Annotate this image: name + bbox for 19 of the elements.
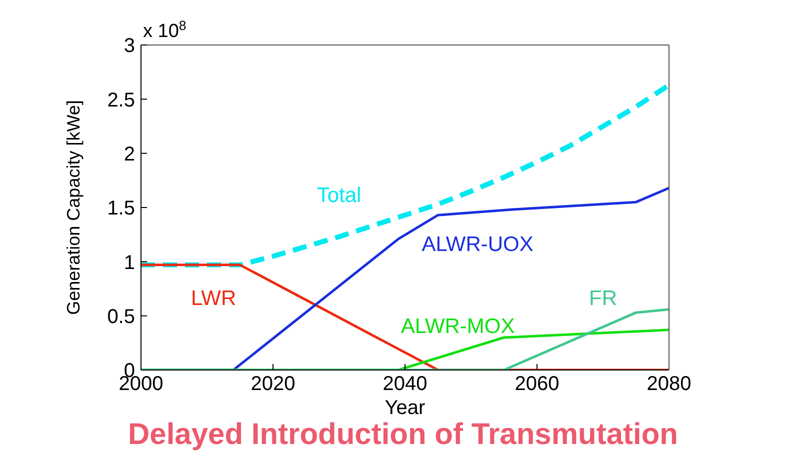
y-tick-label: 0.5 bbox=[107, 306, 135, 328]
x-tick-label: 2060 bbox=[514, 373, 560, 396]
series-label: FR bbox=[589, 287, 617, 310]
series-label: LWR bbox=[191, 287, 236, 310]
y-tick-label: 2.5 bbox=[107, 89, 135, 112]
series-label: ALWR-UOX bbox=[422, 232, 534, 256]
series-label: Total bbox=[316, 184, 362, 208]
x-tick-label: 2040 bbox=[382, 373, 428, 396]
text: x 10$^{8}$ bbox=[143, 18, 186, 42]
y-tick-label: 2 bbox=[124, 143, 135, 166]
series-label: ALWR-MOX bbox=[400, 315, 515, 338]
x-tick-label: 2080 bbox=[646, 373, 692, 396]
y-tick-label: 3 bbox=[124, 35, 135, 58]
x-axis-title: Year bbox=[384, 397, 426, 419]
y-tick-label: 1.5 bbox=[107, 198, 135, 220]
y-tick-label: 1 bbox=[124, 252, 135, 274]
x-tick-label: 2020 bbox=[250, 373, 296, 396]
text: Delayed Introduction of Transmutation bbox=[128, 418, 678, 451]
y-axis-title: Generation Capacity [kWe] bbox=[63, 100, 84, 315]
